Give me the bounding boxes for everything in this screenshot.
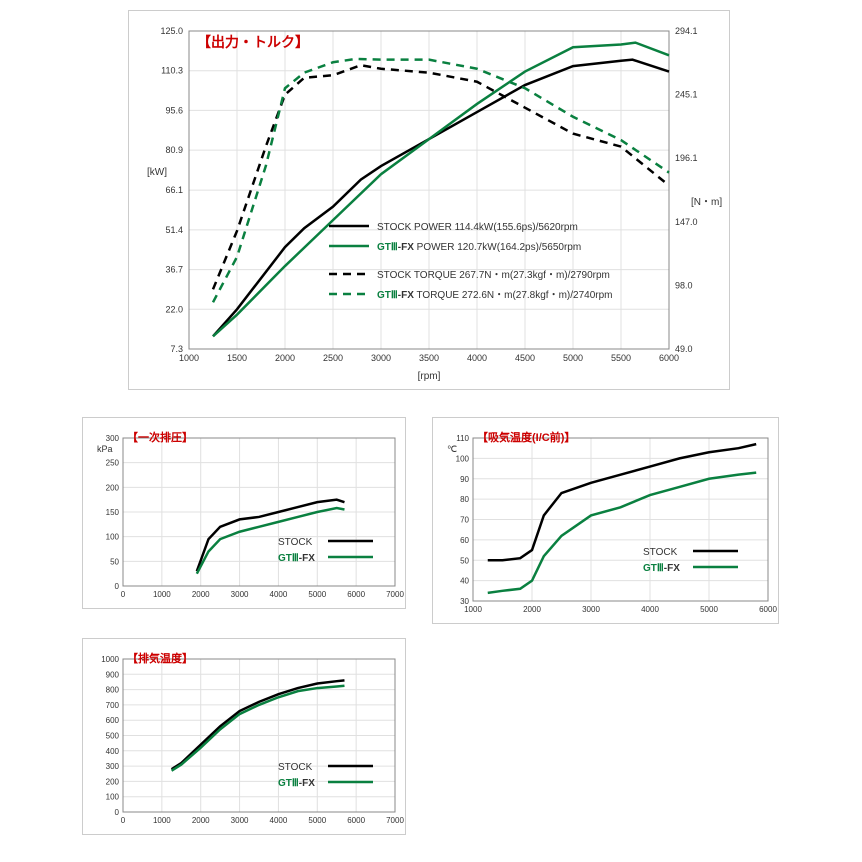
svg-text:51.4: 51.4 xyxy=(165,225,183,235)
svg-text:200: 200 xyxy=(106,777,120,786)
svg-text:4000: 4000 xyxy=(270,816,288,825)
svg-text:【一次排圧】: 【一次排圧】 xyxy=(127,430,193,444)
svg-text:0: 0 xyxy=(115,582,120,591)
svg-text:400: 400 xyxy=(106,747,120,756)
svg-text:0: 0 xyxy=(121,816,126,825)
svg-text:900: 900 xyxy=(106,670,120,679)
svg-text:2500: 2500 xyxy=(323,353,343,363)
svg-text:50: 50 xyxy=(460,556,469,565)
svg-text:kPa: kPa xyxy=(97,444,113,454)
svg-text:7000: 7000 xyxy=(386,816,404,825)
svg-text:GTⅢ-FX: GTⅢ-FX xyxy=(643,563,680,574)
svg-text:[rpm]: [rpm] xyxy=(418,371,441,382)
svg-text:GTⅢ-FX: GTⅢ-FX xyxy=(278,778,315,789)
svg-text:【排気温度】: 【排気温度】 xyxy=(127,651,193,665)
svg-text:[N・m]: [N・m] xyxy=(691,197,722,208)
svg-text:66.1: 66.1 xyxy=(165,185,183,195)
svg-text:3000: 3000 xyxy=(231,816,249,825)
svg-text:36.7: 36.7 xyxy=(165,265,183,275)
svg-text:2000: 2000 xyxy=(192,590,210,599)
svg-text:0: 0 xyxy=(115,808,120,817)
svg-text:80.9: 80.9 xyxy=(165,145,183,155)
small-chart: 0 1000 2000 3000 4000 5000 6000 7000 0 50 100 150 20… xyxy=(82,417,406,609)
svg-text:300: 300 xyxy=(106,762,120,771)
svg-text:5500: 5500 xyxy=(611,353,631,363)
svg-text:5000: 5000 xyxy=(308,816,326,825)
svg-text:4000: 4000 xyxy=(467,353,487,363)
svg-text:110.3: 110.3 xyxy=(161,66,183,76)
svg-text:100: 100 xyxy=(106,533,120,542)
svg-text:300: 300 xyxy=(106,434,120,443)
svg-text:30: 30 xyxy=(460,597,469,606)
svg-text:6000: 6000 xyxy=(347,590,365,599)
main-chart: 1000 1500 2000 2500 3000 3500 4000 4500 5000 5500… xyxy=(128,10,730,390)
svg-text:98.0: 98.0 xyxy=(675,280,693,290)
svg-text:3000: 3000 xyxy=(371,353,391,363)
svg-text:STOCK POWER 114.4kW(155.: STOCK POWER 114.4kW(155.6ps)/5620rpm xyxy=(377,222,578,233)
svg-text:245.1: 245.1 xyxy=(675,90,698,100)
svg-text:1000: 1000 xyxy=(153,590,171,599)
small-chart: 1000 2000 3000 4000 5000 6000 30 40 50 60 70 80 90 10… xyxy=(432,417,779,624)
svg-text:70: 70 xyxy=(460,516,469,525)
svg-text:6000: 6000 xyxy=(659,353,679,363)
svg-text:STOCK: STOCK xyxy=(643,547,678,558)
svg-text:2000: 2000 xyxy=(523,605,541,614)
svg-text:℃: ℃ xyxy=(447,444,457,454)
svg-text:GTⅢ-FX TORQUE 272.6N・m(27.8k: GTⅢ-FX TORQUE 272.6N・m(27.8kgf・m)/2740rp… xyxy=(377,290,612,301)
svg-text:3500: 3500 xyxy=(419,353,439,363)
svg-text:4000: 4000 xyxy=(270,590,288,599)
svg-text:150: 150 xyxy=(106,508,120,517)
svg-text:7.3: 7.3 xyxy=(170,344,183,354)
svg-text:5000: 5000 xyxy=(563,353,583,363)
svg-text:0: 0 xyxy=(121,590,126,599)
svg-text:[kW]: [kW] xyxy=(147,167,167,178)
svg-text:95.6: 95.6 xyxy=(165,105,183,115)
svg-text:1000: 1000 xyxy=(101,655,119,664)
svg-text:110: 110 xyxy=(456,434,469,443)
svg-text:100: 100 xyxy=(106,793,120,802)
svg-text:STOCK: STOCK xyxy=(278,762,313,773)
svg-text:STOCK TORQUE 267.7N・m(27.: STOCK TORQUE 267.7N・m(27.3kgf・m)/2790rpm xyxy=(377,270,610,281)
svg-text:100: 100 xyxy=(456,454,470,463)
svg-text:500: 500 xyxy=(106,732,120,741)
svg-text:【吸気温度(I/C前)】: 【吸気温度(I/C前)】 xyxy=(477,430,575,444)
svg-text:800: 800 xyxy=(106,686,120,695)
svg-text:1500: 1500 xyxy=(227,353,247,363)
svg-text:250: 250 xyxy=(106,459,120,468)
svg-text:GTⅢ-FX: GTⅢ-FX xyxy=(278,553,315,564)
svg-text:4500: 4500 xyxy=(515,353,535,363)
svg-text:90: 90 xyxy=(460,475,469,484)
small-chart: 0 1000 2000 3000 4000 5000 6000 7000 0 100 200 300 4… xyxy=(82,638,406,835)
svg-text:2000: 2000 xyxy=(275,353,295,363)
svg-text:4000: 4000 xyxy=(641,605,659,614)
svg-text:3000: 3000 xyxy=(231,590,249,599)
svg-text:600: 600 xyxy=(106,716,120,725)
svg-text:40: 40 xyxy=(460,577,469,586)
svg-text:294.1: 294.1 xyxy=(675,26,698,36)
svg-text:6000: 6000 xyxy=(759,605,777,614)
svg-text:1000: 1000 xyxy=(464,605,482,614)
svg-text:【出力・トルク】: 【出力・トルク】 xyxy=(197,34,309,50)
svg-text:1000: 1000 xyxy=(179,353,199,363)
svg-text:STOCK: STOCK xyxy=(278,537,313,548)
svg-text:1000: 1000 xyxy=(153,816,171,825)
svg-text:2000: 2000 xyxy=(192,816,210,825)
svg-text:22.0: 22.0 xyxy=(165,304,183,314)
svg-text:60: 60 xyxy=(460,536,469,545)
svg-text:200: 200 xyxy=(106,483,120,492)
svg-text:5000: 5000 xyxy=(700,605,718,614)
svg-text:7000: 7000 xyxy=(386,590,404,599)
svg-text:700: 700 xyxy=(106,701,120,710)
svg-text:125.0: 125.0 xyxy=(160,26,183,36)
svg-text:50: 50 xyxy=(110,557,119,566)
svg-text:49.0: 49.0 xyxy=(675,344,693,354)
svg-text:196.1: 196.1 xyxy=(675,153,698,163)
svg-text:3000: 3000 xyxy=(582,605,600,614)
svg-text:147.0: 147.0 xyxy=(675,217,698,227)
svg-text:GTⅢ-FX POWER 120.7kW(164.2: GTⅢ-FX POWER 120.7kW(164.2ps)/5650rpm xyxy=(377,242,581,253)
svg-text:6000: 6000 xyxy=(347,816,365,825)
svg-text:5000: 5000 xyxy=(308,590,326,599)
svg-text:80: 80 xyxy=(460,495,469,504)
